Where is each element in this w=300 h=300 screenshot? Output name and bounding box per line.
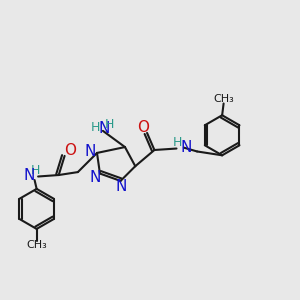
Text: H: H bbox=[31, 164, 40, 176]
Text: N: N bbox=[99, 121, 110, 136]
Text: N: N bbox=[116, 179, 127, 194]
Text: O: O bbox=[136, 120, 148, 135]
Text: CH₃: CH₃ bbox=[213, 94, 234, 104]
Text: N: N bbox=[180, 140, 191, 154]
Text: H: H bbox=[105, 118, 114, 130]
Text: N: N bbox=[23, 168, 34, 183]
Text: N: N bbox=[90, 170, 101, 185]
Text: H: H bbox=[91, 121, 100, 134]
Text: H: H bbox=[172, 136, 182, 148]
Text: CH₃: CH₃ bbox=[26, 240, 47, 250]
Text: O: O bbox=[64, 143, 76, 158]
Text: N: N bbox=[85, 144, 96, 159]
